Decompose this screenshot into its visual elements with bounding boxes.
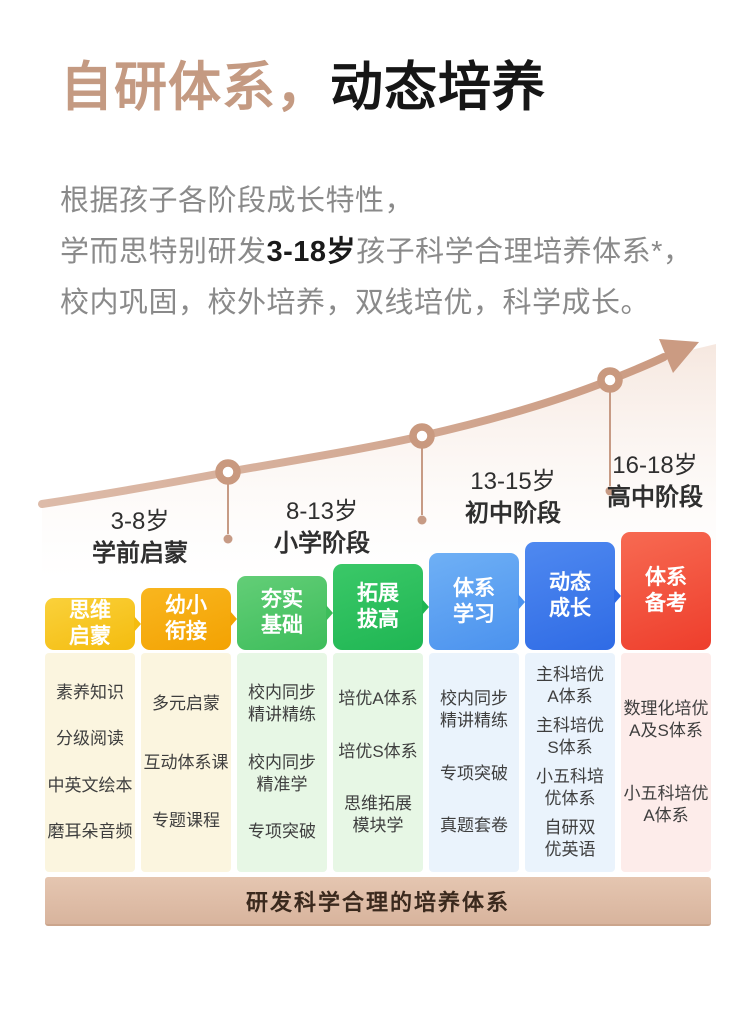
phase-item: 小五科培 优体系 xyxy=(536,767,604,808)
phase-item: 磨耳朵音频 xyxy=(47,822,133,842)
age-range-highlight: 3-18岁 xyxy=(266,236,357,268)
stage-name: 小学阶段 xyxy=(274,530,370,557)
phase-item: 自研双 优英语 xyxy=(544,818,596,859)
phase-card: 主科培优 A体系 主科培优 S体系 小五科培 优体系 自研双 优英语 xyxy=(525,653,615,872)
phase-item: 培优A体系 xyxy=(338,688,418,708)
intro-line-2: 学而思特别研发3-18岁孩子科学合理培养体系*， xyxy=(60,227,720,278)
phase-item: 校内同步 精讲精练 xyxy=(248,683,316,725)
footer-banner: 研发科学合理的培养体系 xyxy=(45,877,711,926)
phase-card: 多元启蒙互动体系课专题课程 xyxy=(141,653,231,872)
phase-card: 校内同步 精讲精练 校内同步 精准学专项突破 xyxy=(237,653,327,872)
intro-line-2-suffix: 孩子科学合理培养体系*， xyxy=(356,236,693,268)
phase-header: 幼小 衔接 xyxy=(141,588,231,650)
intro-paragraph: 根据孩子各阶段成长特性， 学而思特别研发3-18岁孩子科学合理培养体系*， 校内… xyxy=(60,176,720,329)
footer-label: 研发科学合理的培养体系 xyxy=(245,889,510,915)
phase-header: 思维 启蒙 xyxy=(45,598,135,650)
milestone-markers xyxy=(215,367,623,485)
growth-diagram: 3-8岁学前启蒙 8-13岁小学阶段 13-15岁 初中阶段 16-18岁 高中阶段 思维… xyxy=(0,330,750,940)
stage-label: 3-8岁学前启蒙 xyxy=(92,508,188,567)
phase-item: 培优S体系 xyxy=(338,741,418,761)
phase-item: 分级阅读 xyxy=(56,729,124,749)
phase-card: 素养知识分级阅读中英文绘本磨耳朵音频 xyxy=(45,653,135,872)
phase-card: 培优A体系培优S体系思维拓展 模块学 xyxy=(333,653,423,872)
stage-label: 13-15岁 初中阶段 xyxy=(465,468,561,527)
phase-item: 主科培优 A体系 xyxy=(536,665,604,706)
phase-item: 数理化培优 A及S体系 xyxy=(623,699,709,740)
phase-item: 互动体系课 xyxy=(143,752,229,772)
stage-age: 3-8岁 xyxy=(110,508,170,535)
stage-name: 初中阶段 xyxy=(465,500,561,527)
phase-item: 真题套卷 xyxy=(440,816,508,836)
title-rest: 动态培养 xyxy=(330,58,546,117)
phase-item: 校内同步 精准学 xyxy=(248,752,316,794)
phase-item: 校内同步 精讲精练 xyxy=(440,688,508,730)
stage-age: 13-15岁 xyxy=(470,468,556,495)
phase-card: 数理化培优 A及S体系 小五科培优 A体系 xyxy=(621,653,711,872)
arrowhead-icon xyxy=(659,339,699,373)
phase-header: 拓展 拔高 xyxy=(333,564,423,650)
phase-content-row: 素养知识 分级阅读 中英文绘本 磨耳朵音频 多元启蒙 互动体系课 专题课程 校内同步 精讲精练… xyxy=(45,653,711,872)
phase-item: 思维拓展 模块学 xyxy=(344,794,412,836)
phase-card: 校内同步 精讲精练专项突破真题套卷 xyxy=(429,653,519,872)
phase-item: 小五科培优 A体系 xyxy=(623,784,709,825)
stage-label: 16-18岁 高中阶段 xyxy=(607,452,703,511)
title-highlight: 自研体系， xyxy=(60,58,330,117)
intro-line-2-prefix: 学而思特别研发 xyxy=(60,236,267,268)
phase-header: 夯实 基础 xyxy=(237,576,327,650)
stage-label: 8-13岁小学阶段 xyxy=(274,498,370,557)
phase-item: 素养知识 xyxy=(56,682,124,702)
stage-age: 8-13岁 xyxy=(285,498,359,525)
stage-age: 16-18岁 xyxy=(612,452,698,479)
phase-item: 专项突破 xyxy=(440,763,508,783)
stage-name: 学前启蒙 xyxy=(92,540,188,567)
phase-header: 体系 备考 xyxy=(621,532,711,650)
intro-line-1: 根据孩子各阶段成长特性， xyxy=(60,185,415,217)
marker-end-dots xyxy=(223,486,615,544)
phase-item: 专题课程 xyxy=(152,810,220,830)
phase-header: 动态 成长 xyxy=(525,542,615,650)
intro-line-3: 校内巩固，校外培养，双线培优，科学成长。 xyxy=(60,287,651,319)
stage-name: 高中阶段 xyxy=(607,484,703,511)
growth-arrow-icon xyxy=(38,339,716,580)
phase-item: 专项突破 xyxy=(248,821,316,841)
page-title: 自研体系，动态培养 xyxy=(60,58,546,118)
phase-item: 中英文绘本 xyxy=(47,775,133,795)
phase-item: 主科培优 S体系 xyxy=(536,716,604,757)
phase-headers-row: 思维 启蒙 幼小 衔接 夯实 基础 拓展 拔高 体系 学习 动态 成长 体系 备考 xyxy=(45,532,711,650)
phase-item: 多元启蒙 xyxy=(152,694,220,714)
phase-header: 体系 学习 xyxy=(429,553,519,650)
